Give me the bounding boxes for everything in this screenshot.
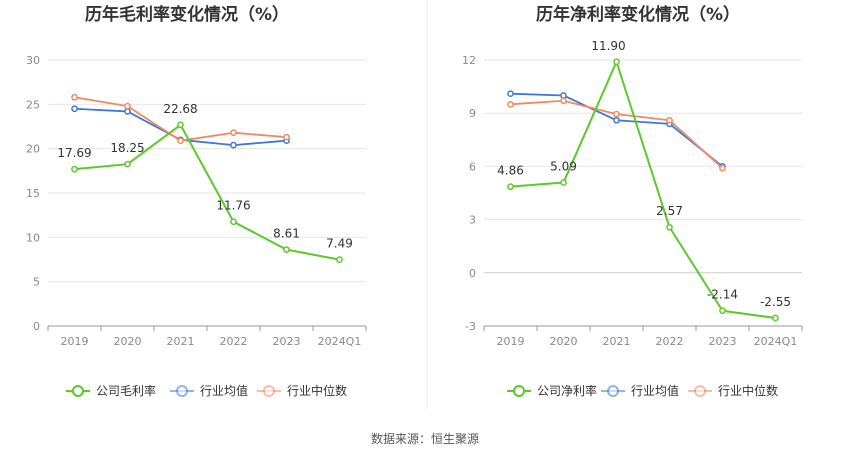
x-tick-label: 2020: [550, 335, 578, 348]
data-label: 4.86: [497, 164, 524, 178]
data-point: [560, 179, 567, 186]
data-point: [71, 165, 78, 173]
data-point: [71, 105, 78, 113]
data-point: [124, 160, 131, 168]
data-point: [666, 116, 673, 124]
legend-swatch-marker: [694, 385, 706, 397]
legend-item: 行业均值: [170, 383, 248, 398]
legend-label: 行业均值: [200, 383, 248, 398]
legend-swatch-marker: [176, 385, 188, 397]
data-point: [177, 121, 184, 129]
y-tick-label: 5: [33, 276, 40, 289]
x-tick-label: 2019: [497, 335, 525, 348]
data-label: -2.14: [707, 288, 738, 302]
legend-label: 行业均值: [631, 383, 679, 398]
data-point: [613, 110, 620, 118]
x-tick-label: 2019: [61, 335, 89, 348]
data-label: 5.09: [550, 160, 577, 174]
data-point: [719, 307, 726, 315]
x-tick-label: 2021: [603, 335, 631, 348]
chart-panel-1: 历年毛利率变化情况（%） 0 5 10 15 20 25 30 2019 2020 2021 2022…: [26, 4, 367, 398]
y-tick-label: 15: [26, 187, 40, 200]
x-tick-label: 2021: [167, 335, 195, 348]
data-label: -2.55: [760, 295, 791, 309]
y-tick-label: 9: [469, 107, 476, 120]
data-point: [230, 141, 237, 149]
x-tick-label: 2022: [220, 335, 248, 348]
legend-item: 公司净利率: [507, 383, 597, 398]
data-point: [177, 137, 184, 145]
data-point: [230, 129, 237, 137]
data-point: [507, 183, 514, 190]
legend-label: 公司净利率: [537, 383, 597, 398]
data-point: [507, 90, 514, 98]
legend-swatch-marker: [72, 385, 84, 397]
series-line: [74, 123, 340, 261]
x-tick-label: 2020: [114, 335, 142, 348]
data-label: 8.61: [273, 227, 300, 241]
chart-title: 历年净利率变化情况（%）: [536, 4, 740, 25]
y-tick-label: 0: [33, 320, 40, 333]
series-line: [510, 60, 776, 320]
data-label: 11.90: [591, 39, 625, 53]
y-tick-label: 6: [469, 160, 476, 173]
legend-label: 行业中位数: [718, 383, 778, 398]
legend-swatch-marker: [607, 385, 619, 397]
y-tick-label: 30: [26, 54, 40, 67]
data-point: [613, 116, 620, 124]
y-tick-label: 12: [462, 54, 476, 67]
data-point: [719, 164, 726, 172]
y-tick-label: 25: [26, 98, 40, 111]
y-tick-label: -3: [465, 320, 476, 333]
chart-title: 历年毛利率变化情况（%）: [85, 4, 289, 25]
legend-item: 行业均值: [601, 383, 679, 398]
x-tick-label: 2023: [273, 335, 301, 348]
data-point: [560, 97, 567, 105]
legend-item: 行业中位数: [688, 383, 778, 398]
series-line: [510, 92, 724, 168]
data-label: 2.57: [656, 204, 683, 218]
data-point: [124, 108, 131, 115]
data-point: [283, 246, 290, 254]
legend-swatch-marker: [263, 385, 275, 397]
legend-swatch-marker: [513, 385, 525, 397]
y-tick-label: 10: [26, 231, 40, 244]
data-label: 7.49: [326, 237, 353, 251]
y-tick-label: 20: [26, 143, 40, 156]
data-label: 22.68: [163, 102, 197, 116]
y-tick-label: 0: [469, 267, 476, 280]
legend-item: 行业中位数: [257, 383, 347, 398]
data-label: 11.76: [216, 199, 250, 213]
x-tick-label: 2024Q1: [754, 335, 798, 348]
legend-label: 公司毛利率: [96, 383, 156, 398]
data-point: [124, 102, 131, 110]
data-point: [613, 58, 620, 66]
legend-item: 公司毛利率: [66, 383, 156, 398]
data-label: 17.69: [57, 146, 91, 160]
legend-label: 行业中位数: [287, 383, 347, 398]
x-tick-label: 2022: [656, 335, 684, 348]
x-tick-label: 2023: [709, 335, 737, 348]
data-point: [283, 133, 290, 141]
data-source-note: 数据来源：恒生聚源: [371, 431, 479, 446]
data-point: [507, 100, 514, 108]
x-tick-label: 2024Q1: [318, 335, 362, 348]
data-point: [560, 92, 567, 99]
data-point: [71, 93, 78, 101]
data-point: [336, 256, 343, 263]
data-point: [230, 218, 237, 226]
chart-panel-2: 历年净利率变化情况（%） -3 0 3 6 9 12 2019 2020 2021 2022 2023…: [462, 4, 803, 398]
data-point: [772, 314, 779, 322]
data-point: [666, 223, 673, 231]
y-tick-label: 3: [469, 214, 476, 227]
data-label: 18.25: [110, 141, 144, 155]
